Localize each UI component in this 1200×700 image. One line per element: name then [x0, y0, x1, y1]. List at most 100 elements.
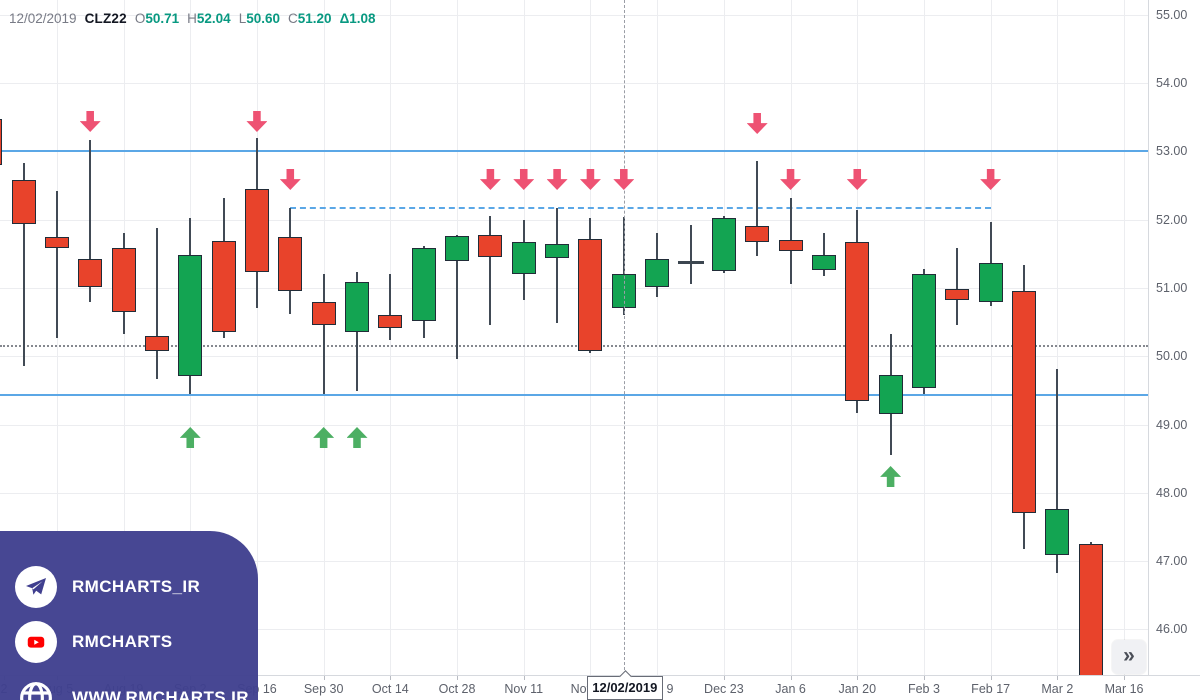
- gridline-h: [0, 356, 1148, 358]
- symbol-label[interactable]: CLZ22: [84, 10, 127, 26]
- candle: [345, 281, 369, 332]
- candle-wick: [322, 273, 325, 394]
- candle: [1012, 291, 1036, 514]
- ohlc-legend: 12/02/2019 CLZ22 O50.71 H52.04 L50.60 C5…: [9, 9, 376, 27]
- legend-high: H52.04: [187, 10, 231, 26]
- time-tick-label: Jan 20: [838, 682, 877, 696]
- candle: [244, 188, 269, 272]
- gridline-v: [256, 0, 258, 675]
- youtube-link[interactable]: RMCHARTS: [15, 621, 172, 663]
- time-tick-label: Mar 2: [1041, 682, 1074, 696]
- time-tick-label: Jan 6: [775, 682, 806, 696]
- candle: [811, 255, 836, 271]
- candle: [44, 237, 69, 248]
- gridline-h: [0, 14, 1148, 16]
- time-tick-label: Mar 16: [1104, 682, 1144, 696]
- sell-signal-arrow: [579, 169, 601, 190]
- gridline-h: [0, 492, 1148, 494]
- candle: [545, 243, 570, 258]
- candle: [311, 301, 336, 326]
- telegram-handle: RMCHARTS_IR: [72, 577, 201, 596]
- candle: [11, 179, 36, 224]
- legend-open: O50.71: [134, 10, 180, 26]
- last-price-line: [0, 344, 1148, 347]
- legend-change: Δ1.08: [339, 10, 376, 26]
- social-panel: RMCHARTS_IR RMCHARTS WWW.RMCHARTS.IR: [0, 531, 258, 700]
- candle: [144, 335, 169, 351]
- candle: [677, 261, 704, 264]
- telegram-link[interactable]: RMCHARTS_IR: [15, 566, 200, 608]
- youtube-handle: RMCHARTS: [72, 632, 173, 651]
- time-tick-label: Sep 30: [303, 682, 344, 696]
- axis-tick-mark: [990, 676, 992, 680]
- price-tick-label: 55.00: [1156, 7, 1188, 22]
- gridline-v: [1057, 0, 1059, 675]
- gridline-v: [657, 0, 659, 675]
- legend-date: 12/02/2019: [9, 10, 77, 26]
- price-tick-label: 52.00: [1156, 212, 1188, 227]
- axis-tick-mark: [723, 676, 725, 680]
- crosshair-date-box: 12/02/2019: [586, 670, 663, 700]
- pending-order-line[interactable]: [290, 207, 991, 210]
- axis-tick-mark: [457, 676, 459, 680]
- candle: [178, 255, 203, 376]
- candle: [411, 248, 436, 321]
- candle: [278, 237, 303, 292]
- axis-tick-mark: [1124, 676, 1126, 680]
- candle-wick: [756, 160, 759, 257]
- globe-icon: [15, 677, 57, 700]
- sell-signal-arrow: [780, 169, 802, 190]
- candle-wick: [389, 273, 392, 340]
- expand-right-panel-button[interactable]: »: [1112, 640, 1146, 674]
- candle: [845, 242, 870, 401]
- axis-tick-mark: [923, 676, 925, 680]
- candle-wick: [89, 140, 92, 303]
- candle-wick: [55, 190, 58, 339]
- candle: [878, 374, 903, 414]
- candle-wick: [22, 162, 25, 367]
- gridline-v: [990, 0, 992, 675]
- legend-low: L50.60: [238, 10, 281, 26]
- buy-signal-arrow: [346, 427, 368, 448]
- sell-signal-arrow: [846, 169, 868, 190]
- candle: [0, 119, 3, 165]
- candle: [711, 217, 736, 271]
- candle: [578, 239, 603, 351]
- candle: [645, 259, 670, 288]
- candle: [511, 242, 536, 274]
- sell-signal-arrow: [479, 169, 501, 190]
- time-tick-label: Oct 14: [371, 682, 409, 696]
- time-tick-label: Oct 28: [438, 682, 476, 696]
- candle: [111, 247, 136, 313]
- support-line[interactable]: [0, 394, 1148, 397]
- gridline-v: [523, 0, 525, 675]
- crosshair-vline: [623, 0, 625, 675]
- resistance-line[interactable]: [0, 150, 1148, 153]
- website-url: WWW.RMCHARTS.IR: [72, 688, 249, 700]
- price-axis[interactable]: 55.00 54.00 53.00 52.00 51.00 50.00 49.00 48.00…: [1148, 0, 1200, 675]
- time-tick-label: Dec 23: [704, 682, 744, 696]
- price-tick-label: 51.00: [1156, 280, 1188, 295]
- candle: [978, 263, 1003, 302]
- sell-signal-arrow: [79, 111, 101, 132]
- axis-tick-mark: [523, 676, 525, 680]
- gridline-v: [723, 0, 725, 675]
- buy-signal-arrow: [313, 427, 335, 448]
- website-link[interactable]: WWW.RMCHARTS.IR: [15, 677, 249, 700]
- buy-signal-arrow: [179, 427, 201, 448]
- gridline-h: [0, 424, 1148, 426]
- candle-wick: [822, 233, 825, 276]
- candle-wick: [956, 248, 959, 326]
- sell-signal-arrow: [246, 111, 268, 132]
- gridline-h: [0, 219, 1148, 221]
- axis-tick-mark: [1057, 676, 1059, 680]
- axis-tick-mark: [390, 676, 392, 680]
- sell-signal-arrow: [613, 169, 635, 190]
- sell-signal-arrow: [546, 169, 568, 190]
- candle: [78, 258, 103, 288]
- candle-wick: [155, 228, 158, 379]
- gridline-h: [0, 629, 1148, 631]
- candle: [1045, 508, 1070, 555]
- price-tick-label: 50.00: [1156, 349, 1188, 364]
- candle: [778, 240, 803, 251]
